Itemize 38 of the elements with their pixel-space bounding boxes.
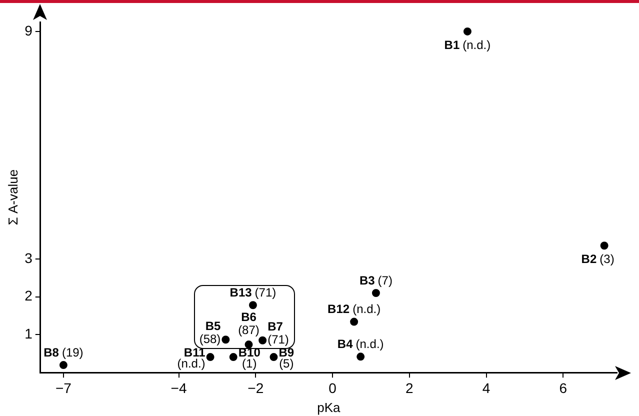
annotation: B2 (3)	[581, 252, 614, 266]
annotation: B5 (58)	[199, 318, 221, 346]
point	[258, 336, 267, 344]
point	[600, 242, 608, 250]
point	[222, 336, 230, 344]
point	[463, 27, 472, 36]
y-tick-label: 3	[24, 250, 33, 266]
x-tick-label: 0	[328, 380, 337, 396]
annotation: B11 (n.d.)	[177, 345, 206, 370]
x-tick-label: 4	[482, 380, 490, 396]
point	[270, 353, 278, 362]
annotation: B3 (7)	[359, 273, 392, 288]
point	[350, 318, 358, 326]
point	[206, 353, 214, 362]
annotation: B1 (n.d.)	[444, 38, 491, 52]
annotation: B12 (n.d.)	[328, 302, 381, 316]
annotation: B8 (19)	[44, 345, 84, 360]
x-axis-title: pKa	[317, 400, 342, 415]
y-tick-label: 1	[24, 326, 33, 342]
annotation: B6 (87)	[238, 310, 260, 337]
point	[356, 352, 365, 361]
annotation: B4 (n.d.)	[337, 336, 384, 351]
point	[244, 340, 253, 349]
annotation: B13 (71)	[230, 285, 276, 300]
annotation: B7 (71)	[268, 320, 289, 347]
y-tick-label: 2	[24, 288, 33, 304]
point	[372, 289, 380, 298]
point	[59, 361, 68, 370]
y-axis-title: Σ A-value	[5, 169, 20, 226]
point	[229, 353, 238, 362]
x-tick-label: −2	[248, 380, 264, 396]
x-tick-label: 2	[406, 380, 414, 396]
x-tick-label: −7	[55, 380, 72, 396]
y-tick-label: 9	[24, 22, 33, 38]
x-tick-label: 6	[559, 380, 568, 396]
x-tick-label: −4	[170, 380, 187, 396]
annotation: B9 (5)	[278, 345, 294, 370]
point	[248, 301, 257, 310]
